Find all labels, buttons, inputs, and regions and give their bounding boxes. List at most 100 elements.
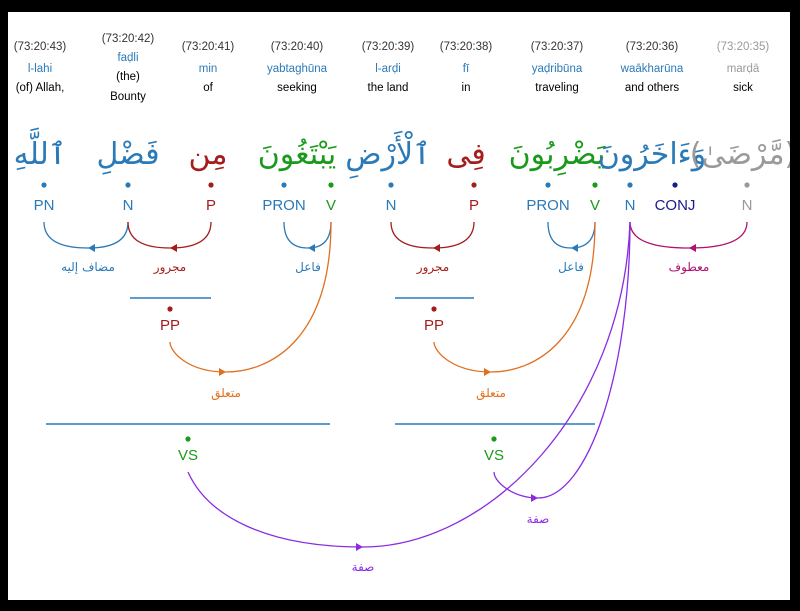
- tag-0-dot: [41, 182, 47, 188]
- phrase-3-label: VS: [484, 447, 504, 464]
- relation-3-label: مجرور: [416, 260, 449, 275]
- word-2-gloss-0: of: [203, 82, 213, 94]
- relation-8-label: صفة: [527, 512, 550, 526]
- tag-5-dot: [388, 182, 394, 188]
- word-2-transliteration: min: [199, 63, 218, 75]
- word-3-arabic: يَبْتَغُونَ: [258, 137, 337, 172]
- word-6-location: (73:20:37): [531, 41, 584, 53]
- tag-10-label: CONJ: [655, 197, 696, 214]
- tag-9-label: N: [625, 197, 636, 214]
- arc-matuf-arrow: [689, 244, 696, 252]
- phrase-3-dot: [491, 436, 497, 442]
- phrase-1-label: PP: [424, 317, 444, 334]
- tag-11-label: N: [742, 197, 753, 214]
- arc-majrur-2: [390, 221, 475, 249]
- dependency-graph-canvas: (73:20:43) l-lahi (of) Allah, ٱللَّهِ (73:20…: [8, 12, 790, 600]
- word-3-gloss-0: seeking: [277, 82, 317, 94]
- tag-2-dot: [208, 182, 214, 188]
- tag-2-label: P: [206, 197, 216, 214]
- word-7-gloss-0: and others: [625, 82, 680, 94]
- tag-5-label: N: [386, 197, 397, 214]
- phrase-1-dot: [431, 306, 437, 312]
- word-4-transliteration: l-arḍi: [375, 63, 401, 75]
- tag-9-dot: [627, 182, 633, 188]
- tag-6-label: P: [469, 197, 479, 214]
- word-4-gloss-0: the land: [368, 82, 409, 94]
- tag-6-dot: [471, 182, 477, 188]
- tag-4-dot: [328, 182, 334, 188]
- word-8-transliteration: marḍā: [727, 63, 760, 75]
- relation-5-label: معطوف: [669, 260, 710, 275]
- word-8-gloss-0: sick: [733, 82, 753, 94]
- word-4-location: (73:20:39): [362, 41, 415, 53]
- relation-4-label: فاعل: [558, 260, 584, 274]
- arc-mudaf-ilayh: [43, 221, 129, 249]
- arc-mutaallaq-2: [433, 221, 596, 373]
- word-7-location: (73:20:36): [626, 41, 679, 53]
- word-5-arabic: فِى: [446, 137, 485, 172]
- phrase-2-label: VS: [178, 447, 198, 464]
- arc-fail-2: [547, 221, 596, 249]
- arc-matuf: [629, 221, 748, 249]
- word-5-gloss-0: in: [462, 82, 471, 94]
- word-0-transliteration: l-lahi: [28, 63, 52, 75]
- word-6-transliteration: yaḍribūna: [532, 63, 583, 75]
- arc-fail-1: [283, 221, 332, 249]
- arc-sifa-2-arrow: [356, 543, 363, 551]
- relation-0-label: مضاف إليه: [61, 260, 115, 274]
- arc-majrur-1-arrow: [170, 244, 177, 252]
- word-6-gloss-0: traveling: [535, 82, 578, 94]
- phrase-0-label: PP: [160, 317, 180, 334]
- arc-majrur-2-arrow: [433, 244, 440, 252]
- word-2-arabic: مِن: [189, 137, 228, 172]
- arc-mutaallaq-1-arrow: [219, 368, 226, 376]
- relation-9-label: صفة: [352, 560, 375, 574]
- tag-8-label: V: [590, 197, 600, 214]
- word-7-transliteration: waākharūna: [620, 63, 684, 75]
- word-8-location: (73:20:35): [717, 41, 770, 53]
- relation-7-label: متعلق: [476, 386, 506, 401]
- tag-0-label: PN: [34, 197, 55, 214]
- phrase-2-dot: [185, 436, 191, 442]
- tag-1-label: N: [123, 197, 134, 214]
- word-0-gloss-0: (of) Allah,: [16, 82, 65, 94]
- relation-2-label: فاعل: [295, 260, 321, 274]
- word-4-arabic: ٱلْأَرْضِ: [345, 130, 430, 179]
- relation-6-label: متعلق: [211, 386, 241, 401]
- word-3-location: (73:20:40): [271, 41, 324, 53]
- word-0-arabic: ٱللَّهِ: [14, 127, 67, 172]
- word-1-gloss-1: Bounty: [110, 91, 146, 103]
- word-5-location: (73:20:38): [440, 41, 493, 53]
- dependency-graph: (73:20:43) l-lahi (of) Allah, ٱللَّهِ (73:20…: [14, 33, 790, 574]
- arc-mutaallaq-2-arrow: [484, 368, 491, 376]
- relation-1-label: مجرور: [153, 260, 186, 275]
- arc-sifa-1-arrow: [531, 494, 538, 502]
- word-7-arabic: وَءَاخَرُونَ: [598, 137, 707, 172]
- tag-8-dot: [592, 182, 598, 188]
- arc-fail-2-arrow: [571, 244, 578, 252]
- word-8-arabic: (مَّرْضَىٰ): [690, 137, 790, 172]
- word-1-arabic: فَضْلِ: [96, 137, 159, 176]
- tag-1-dot: [125, 182, 131, 188]
- phrase-0-dot: [167, 306, 173, 312]
- tag-4-label: V: [326, 197, 336, 214]
- word-1-location: (73:20:42): [102, 33, 155, 45]
- word-6-arabic: يَضْرِبُونَ: [509, 137, 606, 176]
- word-0-location: (73:20:43): [14, 41, 67, 53]
- arc-sifa-2: [187, 221, 631, 548]
- arc-majrur-1: [127, 221, 212, 249]
- tag-7-label: PRON: [526, 197, 569, 214]
- tag-7-dot: [545, 182, 551, 188]
- word-1-gloss-0: (the): [116, 71, 140, 83]
- arc-mutaallaq-1: [169, 221, 332, 373]
- word-3-transliteration: yabtaghūna: [267, 63, 328, 75]
- tag-3-label: PRON: [262, 197, 305, 214]
- word-5-transliteration: fī: [463, 63, 470, 75]
- word-1-transliteration: faḍli: [117, 52, 138, 64]
- tag-3-dot: [281, 182, 287, 188]
- arc-mudaf-ilayh-arrow: [88, 244, 95, 252]
- arc-sifa-1: [493, 221, 631, 499]
- tag-10-dot: [672, 182, 678, 188]
- arc-fail-1-arrow: [308, 244, 315, 252]
